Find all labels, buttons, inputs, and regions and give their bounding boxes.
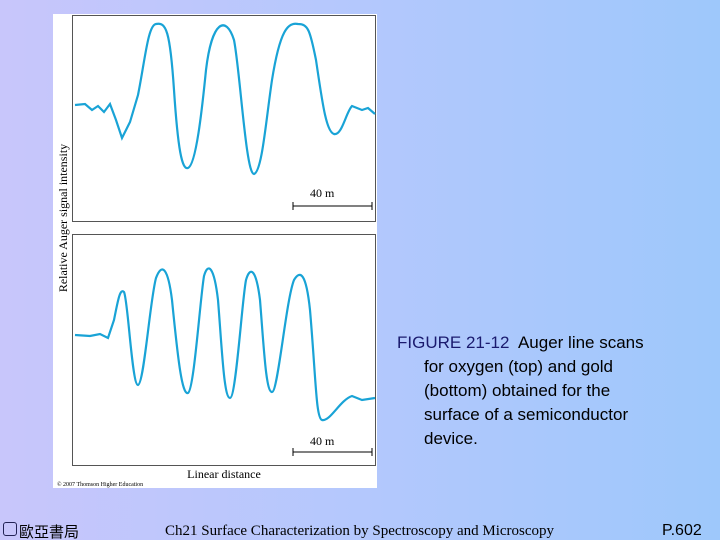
y-axis-label: Relative Auger signal intensity (56, 144, 70, 292)
caption-text: surface of a semiconductor (424, 405, 629, 424)
chapter-title: Ch21 Surface Characterization by Spectro… (165, 523, 555, 539)
bottom-panel (72, 234, 376, 466)
caption-first-line: FIGURE 21-12 Auger line scans (397, 333, 644, 353)
scale-bar-label: 40 m (310, 434, 335, 448)
scale-bar-label: 40 m (310, 186, 335, 200)
publisher: 歐亞書局 (19, 523, 80, 541)
caption-text: Auger line scans (517, 333, 644, 352)
figure-background (53, 14, 377, 488)
copyright: © 2007 Thomson Higher Education (57, 481, 143, 488)
scale-bar (292, 202, 373, 210)
gold-line-scan (74, 267, 376, 422)
publisher-logo (3, 522, 17, 536)
page-number: P.602 (662, 522, 702, 539)
oxygen-line-scan (74, 22, 376, 176)
caption-text: for oxygen (top) and gold (424, 357, 614, 376)
caption-text: device. (424, 429, 478, 448)
top-panel (72, 15, 376, 222)
caption-label: FIGURE 21-12 (397, 333, 510, 352)
caption-text: (bottom) obtained for the (424, 381, 611, 400)
x-axis-label: Linear distance (187, 467, 261, 481)
scale-bar (292, 448, 373, 456)
